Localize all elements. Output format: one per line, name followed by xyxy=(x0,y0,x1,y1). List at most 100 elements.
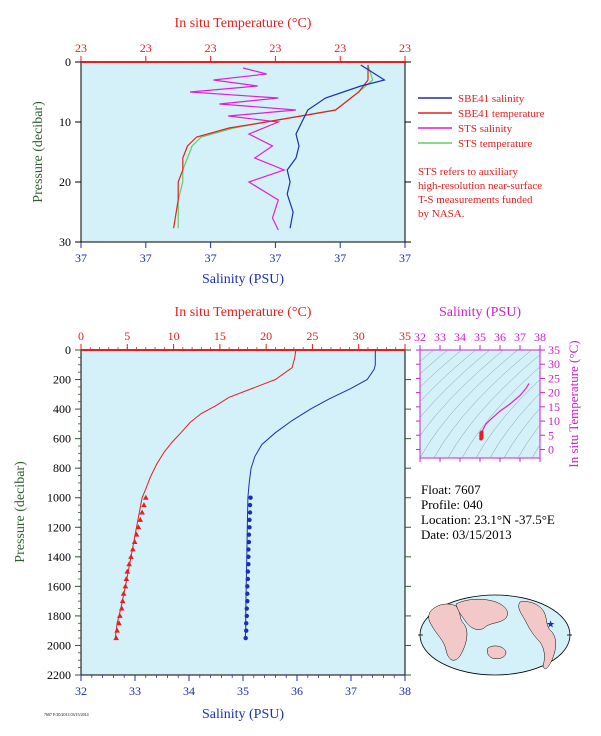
temperature-point xyxy=(131,539,138,545)
ts-t-tick-label: 20 xyxy=(548,386,560,400)
main-sal-tick-label: 32 xyxy=(75,684,87,698)
temperature-point xyxy=(114,627,120,633)
ts-series-group xyxy=(479,383,530,441)
legend-note-line-4: by NASA. xyxy=(418,208,465,220)
main-p-tick-label: 800 xyxy=(53,461,71,475)
ts-sal-tick-label: 32 xyxy=(414,330,426,344)
top-series-sbe41-salinity xyxy=(286,64,386,229)
top-sal-tick-label: 37 xyxy=(399,251,411,265)
salinity-point xyxy=(245,569,251,574)
top-series-group xyxy=(173,64,386,231)
map-land-australia xyxy=(486,645,507,659)
salinity-point xyxy=(246,562,251,567)
main-p-tick-label: 600 xyxy=(53,432,71,446)
legend-label-sts-salinity: STS salinity xyxy=(458,123,513,135)
main-p-tick-label: 400 xyxy=(53,402,71,416)
top-temp-tick-label: 23 xyxy=(75,41,87,55)
temperature-point xyxy=(137,516,144,522)
temperature-point xyxy=(123,575,130,581)
salinity-point xyxy=(246,554,251,560)
ts-sal-tick-label: 33 xyxy=(434,330,446,344)
main-temp-tick-label: 20 xyxy=(260,329,272,343)
ts-t-tick-label: 25 xyxy=(548,371,560,385)
ts-t-tick-label: 35 xyxy=(548,343,560,357)
top-temp-tick-label: 23 xyxy=(399,41,411,55)
main-p-tick-label: 1400 xyxy=(47,550,71,564)
ts-density-contour xyxy=(517,424,540,458)
ts-density-contour xyxy=(489,392,540,458)
main-p-tick-label: 1600 xyxy=(47,579,71,593)
temperature-point xyxy=(130,546,136,552)
location-text: Location: 23.1°N -37.5°E xyxy=(421,512,555,527)
main-salinity-axis-title: Salinity (PSU) xyxy=(202,707,284,722)
salinity-point xyxy=(247,502,253,508)
ts-temperature-axis-title: In situ Temperature (°C) xyxy=(566,340,581,467)
legend-label-sbe41-temperature: SBE41 temperature xyxy=(458,108,545,120)
temperature-point xyxy=(135,524,142,530)
float-id-text: Float: 7607 xyxy=(421,482,481,497)
salinity-point xyxy=(247,525,252,530)
salinity-point xyxy=(245,591,250,596)
ts-density-contour xyxy=(433,350,532,458)
main-p-tick-label: 2200 xyxy=(47,668,71,682)
top-salinity-ticks: 37 37 37 37 37 37 xyxy=(75,242,411,265)
main-temp-tick-label: 10 xyxy=(168,329,180,343)
ts-salinity-ticks: 32 33 34 35 36 37 38 xyxy=(414,330,546,462)
temperature-point xyxy=(133,531,140,537)
temperature-point xyxy=(128,553,134,559)
temperature-point xyxy=(118,605,125,611)
main-temp-tick-label: 0 xyxy=(78,329,84,343)
footer-small-text: 7607 F/20/2013 03/15/2014 xyxy=(44,712,89,717)
main-p-tick-label: 200 xyxy=(53,373,71,387)
top-legend: SBE41 salinity SBE41 temperature STS sal… xyxy=(418,93,545,220)
salinity-point xyxy=(243,635,248,641)
world-location-map: ★ xyxy=(418,594,572,676)
top-plot-area xyxy=(80,61,406,243)
temperature-point xyxy=(139,509,145,515)
temperature-point xyxy=(141,502,147,508)
date-text: Date: 03/15/2013 xyxy=(421,527,512,542)
top-sal-tick-label: 37 xyxy=(75,251,87,265)
main-pressure-ticks: 0 200 400 600 800 1000 1200 1400 1600 1800 2000 220… xyxy=(47,343,411,682)
salinity-point xyxy=(246,547,251,552)
temperature-point xyxy=(116,620,122,626)
top-pressure-ticks: 0 10 20 30 xyxy=(59,55,411,249)
main-sal-tick-label: 37 xyxy=(345,684,357,698)
ts-t-tick-label: 10 xyxy=(548,414,560,428)
main-sal-tick-label: 36 xyxy=(291,684,303,698)
ts-salinity-axis-title: Salinity (PSU) xyxy=(439,305,521,320)
salinity-point xyxy=(247,510,253,515)
salinity-point xyxy=(246,539,252,545)
top-p-tick-label: 0 xyxy=(65,55,71,69)
top-pressure-axis-title: Pressure (decibar) xyxy=(31,101,46,203)
ts-density-contour xyxy=(447,354,540,458)
ts-density-contour xyxy=(420,350,462,388)
top-temp-tick-label: 23 xyxy=(140,41,152,55)
temperature-point xyxy=(122,583,129,589)
ts-density-contour xyxy=(475,379,540,458)
main-pressure-axis-title: Pressure (decibar) xyxy=(13,461,28,563)
top-sal-tick-label: 37 xyxy=(334,251,346,265)
legend-note-line-2: high-resolution near-surface xyxy=(418,180,542,192)
salinity-point xyxy=(246,532,252,537)
ts-sal-tick-label: 35 xyxy=(474,330,486,344)
salinity-point xyxy=(247,517,252,523)
salinity-point xyxy=(245,576,251,582)
top-p-tick-label: 20 xyxy=(59,175,71,189)
salinity-point xyxy=(245,584,250,589)
full-depth-profile-chart: In situ Temperature (°C) 0 5 10 15 20 25 30 35 … xyxy=(13,305,411,722)
temperature-point xyxy=(113,635,119,641)
legend-label-sbe41-salinity: SBE41 salinity xyxy=(458,93,525,105)
main-plot-area xyxy=(80,349,406,676)
ts-sal-tick-label: 36 xyxy=(494,330,506,344)
main-temp-tick-label: 15 xyxy=(214,329,226,343)
top-salinity-axis-title: Salinity (PSU) xyxy=(202,272,284,287)
float-location-star-icon: ★ xyxy=(546,620,555,631)
main-sal-tick-label: 33 xyxy=(129,684,141,698)
ts-density-contour xyxy=(420,350,448,375)
main-sal-tick-label: 34 xyxy=(183,684,195,698)
near-surface-profile-chart: In situ Temperature (°C) 23 23 23 23 23 23 Sa… xyxy=(31,16,545,287)
ts-density-contour xyxy=(420,350,518,458)
